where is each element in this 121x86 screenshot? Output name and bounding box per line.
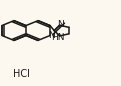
Text: N: N (57, 20, 64, 29)
Text: HCl: HCl (13, 69, 30, 79)
Text: N: N (48, 31, 55, 40)
Text: HN: HN (51, 33, 64, 42)
